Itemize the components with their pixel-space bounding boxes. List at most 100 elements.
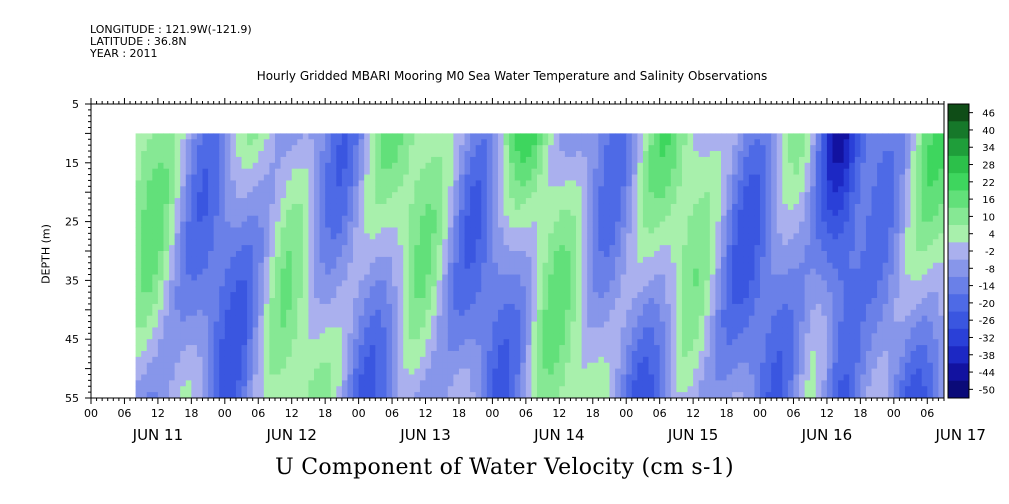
heatmap-cell	[330, 174, 337, 181]
heatmap-cell	[732, 227, 739, 234]
heatmap-cell	[302, 145, 309, 152]
heatmap-cell	[419, 139, 426, 146]
heatmap-cell	[174, 292, 181, 299]
heatmap-cell	[330, 239, 337, 246]
heatmap-cell	[314, 333, 320, 340]
heatmap-cell	[637, 292, 644, 299]
heatmap-cell	[152, 339, 159, 346]
heatmap-cell	[353, 151, 360, 158]
heatmap-cell	[375, 180, 382, 187]
heatmap-cell	[263, 186, 270, 193]
heatmap-cell	[514, 315, 521, 322]
heatmap-cell	[180, 174, 187, 181]
heatmap-cell	[213, 262, 220, 270]
heatmap-cell	[314, 362, 320, 369]
heatmap-cell	[670, 286, 677, 293]
heatmap-cell	[274, 145, 281, 152]
heatmap-cell	[213, 168, 220, 175]
heatmap-cell	[269, 192, 276, 199]
heatmap-cell	[693, 386, 700, 393]
heatmap-cell	[698, 345, 705, 352]
heatmap-cell	[654, 198, 661, 205]
heatmap-cell	[419, 221, 426, 228]
heatmap-cell	[620, 368, 627, 375]
heatmap-cell	[414, 162, 421, 170]
heatmap-cell	[319, 303, 326, 311]
heatmap-cell	[235, 345, 242, 352]
heatmap-cell	[531, 362, 538, 369]
heatmap-cell	[637, 380, 644, 387]
heatmap-cell	[520, 251, 527, 258]
heatmap-cell	[470, 303, 477, 311]
heatmap-cell	[447, 233, 454, 240]
heatmap-cell	[464, 298, 471, 305]
heatmap-cell	[146, 303, 153, 311]
heatmap-cell	[252, 245, 259, 252]
heatmap-cell	[202, 345, 209, 352]
heatmap-cell	[208, 262, 215, 270]
heatmap-cell	[213, 239, 220, 246]
heatmap-cell	[141, 221, 148, 228]
heatmap-cell	[380, 392, 387, 399]
heatmap-cell	[737, 239, 744, 246]
heatmap-cell	[470, 251, 477, 258]
heatmap-cell	[509, 321, 516, 328]
heatmap-cell	[726, 139, 733, 146]
heatmap-cell	[258, 256, 265, 264]
heatmap-cell	[659, 174, 666, 181]
heatmap-cell	[241, 339, 248, 346]
heatmap-cell	[503, 151, 510, 158]
heatmap-cell	[436, 327, 443, 334]
heatmap-cell	[380, 174, 387, 181]
heatmap-cell	[196, 221, 203, 228]
heatmap-cell	[475, 392, 482, 399]
heatmap-cell	[286, 333, 293, 340]
heatmap-cell	[609, 251, 616, 258]
heatmap-cell	[676, 386, 683, 393]
heatmap-cell	[514, 239, 521, 246]
heatmap-cell	[631, 227, 638, 234]
heatmap-cell	[403, 203, 410, 211]
heatmap-cell	[369, 221, 376, 228]
heatmap-cell	[286, 203, 293, 211]
heatmap-cell	[620, 162, 627, 170]
heatmap-cell	[408, 268, 415, 275]
heatmap-cell	[681, 209, 688, 217]
heatmap-cell	[659, 380, 666, 387]
heatmap-cell	[587, 321, 594, 328]
heatmap-cell	[720, 362, 727, 369]
heatmap-cell	[726, 280, 733, 287]
heatmap-cell	[514, 380, 521, 387]
heatmap-cell	[637, 174, 644, 181]
heatmap-cell	[637, 233, 644, 240]
heatmap-cell	[486, 309, 493, 317]
heatmap-cell	[548, 133, 555, 140]
heatmap-cell	[659, 339, 666, 346]
heatmap-cell	[308, 180, 315, 187]
heatmap-cell	[598, 327, 605, 334]
heatmap-cell	[537, 233, 543, 240]
heatmap-cell	[185, 386, 192, 393]
heatmap-cell	[615, 139, 622, 146]
heatmap-cell	[325, 245, 332, 252]
heatmap-cell	[615, 203, 622, 211]
heatmap-cell	[486, 256, 493, 264]
heatmap-cell	[609, 362, 616, 369]
heatmap-cell	[648, 303, 655, 311]
heatmap-cell	[654, 162, 661, 170]
heatmap-cell	[570, 256, 577, 264]
heatmap-cell	[347, 239, 354, 246]
heatmap-cell	[386, 380, 393, 387]
heatmap-cell	[425, 292, 432, 299]
heatmap-cell	[191, 215, 198, 222]
heatmap-cell	[609, 392, 616, 399]
heatmap-cell	[548, 327, 555, 334]
heatmap-cell	[180, 133, 187, 140]
heatmap-cell	[302, 156, 309, 164]
heatmap-cell	[269, 345, 276, 352]
heatmap-cell	[213, 362, 220, 369]
heatmap-cell	[291, 327, 298, 334]
heatmap-cell	[269, 151, 276, 158]
heatmap-cell	[302, 280, 309, 287]
heatmap-cell	[503, 303, 510, 311]
